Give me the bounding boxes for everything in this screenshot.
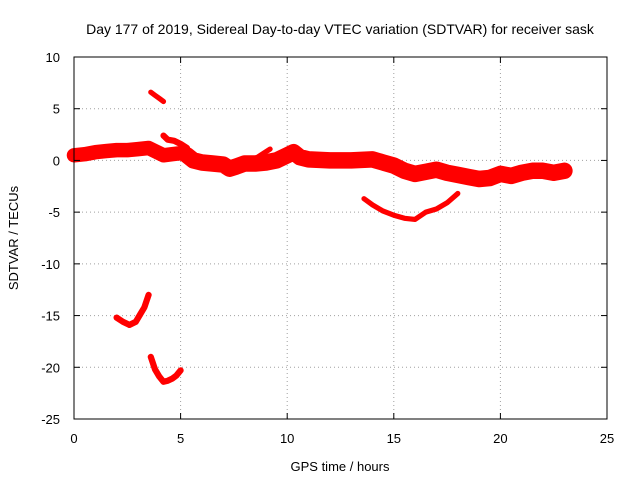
x-tick-label: 25 [600, 431, 614, 446]
series-main-band-a [66, 140, 195, 163]
x-tick-label: 20 [493, 431, 507, 446]
x-tick-label: 0 [70, 431, 77, 446]
plot-frame [73, 56, 608, 420]
series-arc-low-2 [147, 353, 184, 385]
series-short-arc-dip [248, 146, 273, 163]
y-axis-label: SDTVAR / TECUs [6, 185, 21, 290]
y-tick-label: 10 [46, 50, 60, 65]
y-tick-label: 5 [53, 102, 60, 117]
x-axis-label: GPS time / hours [291, 459, 390, 474]
data-series [66, 89, 573, 385]
series-arc-afternoon [361, 190, 461, 222]
y-tick-label: 0 [53, 153, 60, 168]
x-tick-label: 10 [280, 431, 294, 446]
axis-ticks: 0 5 10 15 20 25 10 5 0 -5 -10 -15 -20 -25 [41, 50, 614, 446]
y-tick-label: -5 [48, 205, 60, 220]
series-short-arc-upper [148, 89, 167, 105]
grid-lines [74, 57, 607, 419]
x-tick-label: 15 [387, 431, 401, 446]
series-short-arc-mid [160, 132, 191, 152]
x-tick-label: 5 [177, 431, 184, 446]
y-tick-label: -20 [41, 360, 60, 375]
chart-title: Day 177 of 2019, Sidereal Day-to-day VTE… [86, 21, 595, 37]
series-main-band-b [178, 143, 573, 188]
series-arc-low-1 [113, 291, 152, 328]
y-tick-label: -15 [41, 309, 60, 324]
y-tick-label: -25 [41, 412, 60, 427]
y-tick-label: -10 [41, 257, 60, 272]
